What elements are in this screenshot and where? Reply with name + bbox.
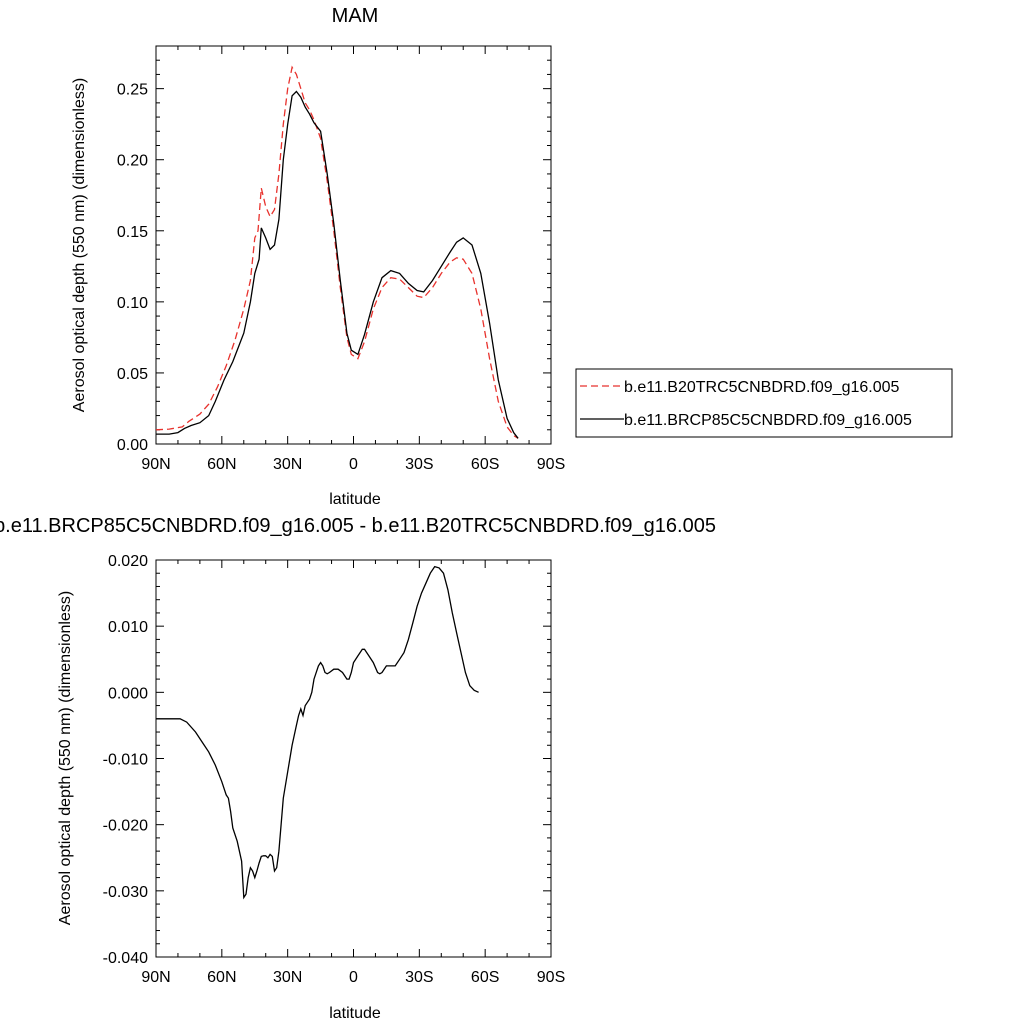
top-y-tick-label: 0.25 [117, 82, 148, 99]
top-y-tick-label: 0.10 [117, 295, 148, 312]
bottom-y-tick-label: 0.020 [108, 553, 148, 570]
top-plot-y-axis-label: Aerosol optical depth (550 nm) (dimensio… [71, 78, 88, 412]
top-plot-x-axis-label: latitude [329, 491, 381, 508]
bottom-plot-series [156, 565, 479, 900]
bottom-y-tick-label: -0.010 [103, 752, 148, 769]
bottom-y-tick-label: 0.000 [108, 685, 148, 702]
bottom-plot-title: b.e11.BRCP85C5CNBDRD.f09_g16.005 - b.e11… [0, 515, 716, 537]
top-x-tick-label: 60N [207, 456, 236, 473]
top-series-line-dashed-0 [155, 65, 519, 439]
bottom-x-tick-label: 30N [273, 969, 302, 986]
bottom-x-tick-label: 0 [349, 969, 358, 986]
bottom-x-tick-label: 60S [471, 969, 499, 986]
bottom-y-tick-label: 0.010 [108, 619, 148, 636]
bottom-series-line-solid-0 [156, 565, 479, 900]
top-y-tick-label: 0.20 [117, 153, 148, 170]
top-plot-frame [155, 45, 552, 445]
top-x-tick-label: 0 [349, 456, 358, 473]
bottom-plot-x-axis-label: latitude [329, 1005, 381, 1022]
legend: b.e11.B20TRC5CNBDRD.f09_g16.005 b.e11.BR… [575, 368, 953, 438]
bottom-y-tick-label: -0.040 [103, 950, 148, 967]
top-y-tick-label: 0.05 [117, 366, 148, 383]
top-x-tick-label: 60S [471, 456, 499, 473]
top-plot-ticks [155, 46, 552, 445]
top-plot-series [155, 65, 519, 439]
bottom-x-tick-label: 60N [207, 969, 236, 986]
bottom-plot: b.e11.BRCP85C5CNBDRD.f09_g16.005 - b.e11… [0, 515, 716, 1022]
top-x-tick-label: 30S [405, 456, 433, 473]
legend-entry-1: b.e11.B20TRC5CNBDRD.f09_g16.005 [624, 379, 900, 396]
top-x-tick-label: 90S [537, 456, 565, 473]
legend-box [575, 368, 953, 438]
bottom-plot-tick-labels: 90N 60N 30N 0 30S 60S 90S -0.040 -0.030 -0.020 -0.… [103, 553, 566, 986]
top-y-tick-label: 0.00 [117, 437, 148, 454]
top-y-tick-label: 0.15 [117, 224, 148, 241]
top-series-line-solid-1 [156, 90, 519, 439]
top-plot-title: MAM [332, 5, 379, 27]
top-plot: MAM 90N 60N 30N 0 30S 60S 90S 0.00 0.05 0.10 0.15 0… [71, 5, 565, 508]
top-x-tick-label: 30N [273, 456, 302, 473]
bottom-y-tick-label: -0.020 [103, 818, 148, 835]
bottom-x-tick-label: 30S [405, 969, 433, 986]
bottom-plot-frame [155, 559, 552, 958]
bottom-y-tick-label: -0.030 [103, 884, 148, 901]
top-x-tick-label: 90N [141, 456, 170, 473]
top-plot-tick-labels: 90N 60N 30N 0 30S 60S 90S 0.00 0.05 0.10 0.15 0.20 0… [117, 82, 565, 473]
bottom-x-tick-label: 90S [537, 969, 565, 986]
bottom-plot-ticks [155, 559, 552, 958]
bottom-plot-y-axis-label: Aerosol optical depth (550 nm) (dimensio… [57, 591, 74, 925]
bottom-x-tick-label: 90N [141, 969, 170, 986]
legend-entry-2: b.e11.BRCP85C5CNBDRD.f09_g16.005 [624, 412, 912, 429]
